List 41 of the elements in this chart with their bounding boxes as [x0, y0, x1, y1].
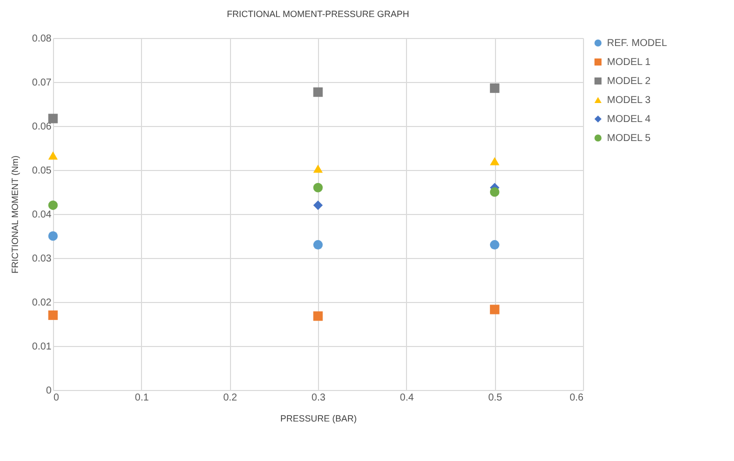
x-axis-title: PRESSURE (BAR)	[280, 414, 357, 424]
x-tick-label: 0	[54, 392, 60, 404]
chart-title: FRICTIONAL MOMENT-PRESSURE GRAPH	[226, 9, 410, 19]
point	[490, 240, 500, 250]
y-tick-label: 0.02	[32, 298, 52, 308]
legend-label: REF. MODEL	[607, 38, 668, 49]
y-tick-label: 0.08	[32, 34, 52, 44]
point	[313, 240, 323, 250]
y-tick-label: 0.06	[32, 122, 52, 132]
x-tick-label: 0.4	[400, 392, 414, 404]
point	[48, 200, 58, 210]
point	[313, 182, 323, 192]
point	[313, 200, 323, 210]
legend-label: MODEL 2	[607, 76, 651, 87]
x-tick-label: 0.1	[134, 392, 150, 404]
x-tick-label: 0.3	[312, 392, 326, 404]
y-tick-label: 0.03	[32, 254, 52, 264]
point	[490, 187, 500, 197]
point	[490, 304, 500, 314]
point	[313, 164, 323, 173]
point	[48, 310, 58, 320]
y-tick-label: 0.04	[32, 210, 52, 220]
y-tick-label: 0.01	[32, 342, 52, 352]
x-tick-label: 0.2	[223, 392, 238, 404]
legend-label: MODEL 4	[607, 114, 651, 125]
point	[48, 151, 58, 160]
y-axis-title: FRICTIONAL MOMENT (Nm)	[10, 156, 20, 274]
legend-label: MODEL 1	[607, 57, 651, 68]
y-tick-label: 0	[46, 386, 52, 396]
x-tick-label: 0.5	[488, 392, 503, 404]
point	[48, 231, 58, 241]
legend-label: MODEL 3	[607, 95, 651, 106]
x-tick-label: 0.6	[570, 392, 584, 404]
y-tick-label: 0.07	[32, 78, 52, 88]
point	[490, 157, 500, 166]
y-tick-label: 0.05	[32, 166, 52, 176]
point	[490, 83, 500, 93]
legend-label: MODEL 5	[607, 133, 651, 144]
point	[313, 311, 323, 321]
point	[313, 87, 323, 97]
point	[48, 114, 58, 124]
